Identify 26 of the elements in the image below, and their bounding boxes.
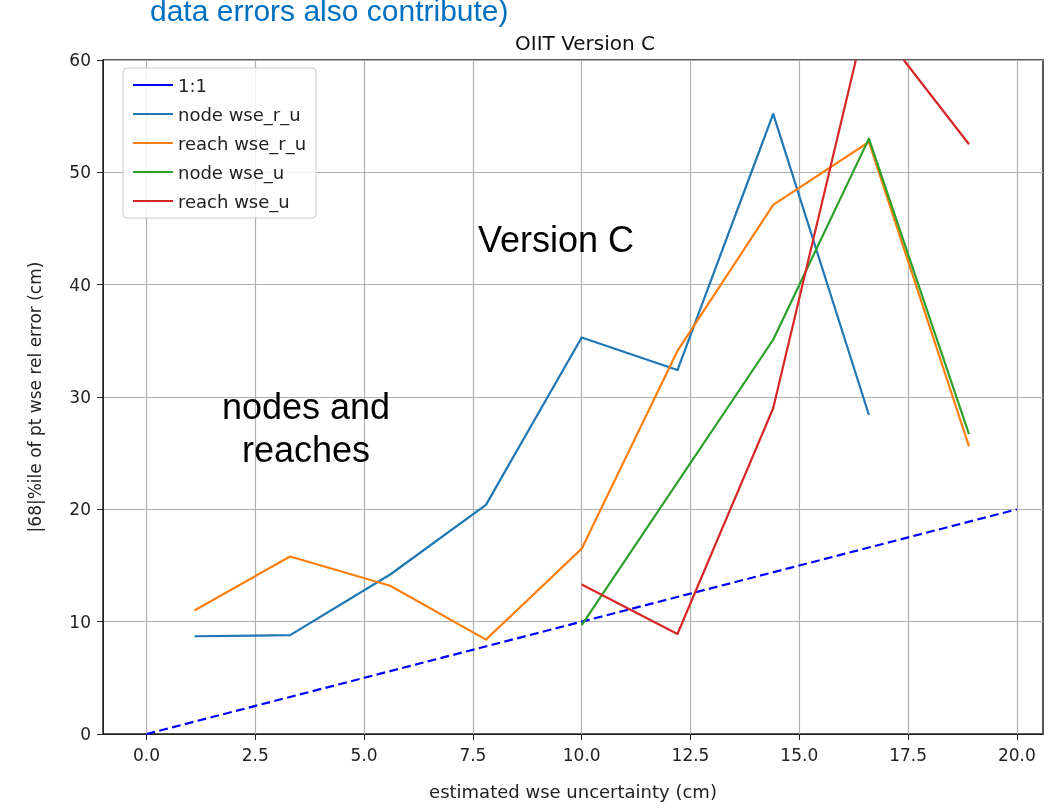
x-tick-label: 0.0 (133, 744, 161, 765)
annotation: nodes and reaches (221, 386, 391, 471)
x-tick-label: 2.5 (241, 744, 269, 765)
y-tick-label: 50 (69, 162, 91, 183)
y-axis-title: |68|%ile of pt wse rel error (cm) (24, 261, 45, 533)
annotation: Version C (478, 219, 635, 261)
x-axis-title: estimated wse uncertainty (cm) (429, 780, 717, 802)
legend-label: 1:1 (178, 74, 207, 96)
legend-label: node wse_r_u (178, 103, 301, 126)
legend-label: node wse_u (178, 161, 285, 184)
y-tick-label: 60 (69, 50, 91, 70)
chart-title: OIIT Version C (515, 31, 655, 55)
y-tick-label: 30 (69, 387, 91, 407)
x-tick-label: 15.0 (780, 744, 819, 765)
legend-label: reach wse_r_u (178, 132, 307, 155)
y-tick-label: 40 (69, 274, 91, 295)
y-tick-label: 0 (80, 724, 91, 744)
x-tick-label: 17.5 (889, 744, 928, 765)
x-tick-label: 20.0 (997, 744, 1036, 765)
x-tick-label: 12.5 (671, 744, 710, 765)
legend-label: reach wse_u (178, 190, 290, 213)
y-tick-label: 20 (69, 499, 91, 520)
x-tick-label: 10.0 (562, 744, 601, 765)
x-tick-label: 5.0 (350, 744, 378, 765)
y-tick-label: 10 (69, 611, 91, 632)
x-tick-label: 7.5 (459, 744, 487, 765)
